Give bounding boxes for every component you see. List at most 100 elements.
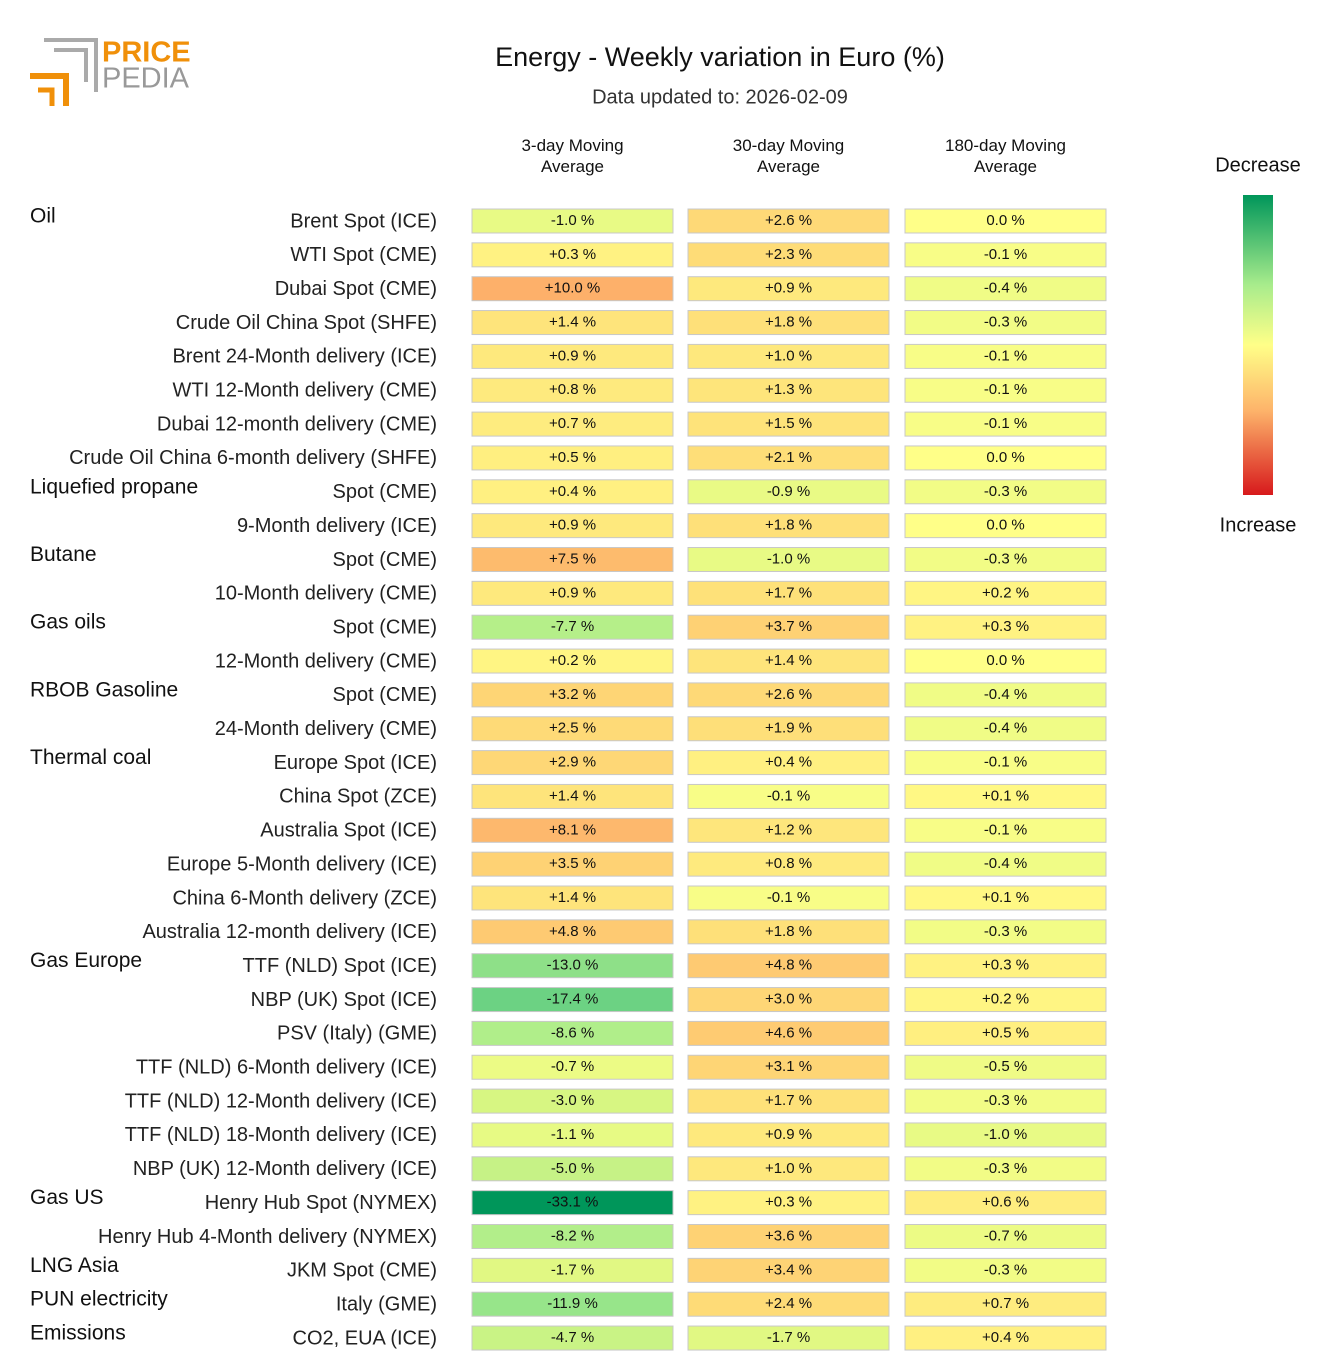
heat-cell (687, 343, 890, 369)
cell-label: -8.2 % (551, 1227, 594, 1244)
chart-subtitle: Data updated to: 2026-02-09 (592, 86, 848, 108)
heat-cell (471, 242, 674, 268)
heat-cell (471, 817, 674, 843)
row-label: NBP (UK) Spot (ICE) (251, 989, 437, 1011)
heat-cell (471, 1054, 674, 1080)
heat-cell (904, 987, 1107, 1013)
cell-label: +1.4 % (549, 314, 596, 331)
heat-cell (904, 919, 1107, 945)
cell-label: +1.8 % (765, 314, 812, 331)
row-label: China 6-Month delivery (ZCE) (172, 887, 437, 909)
cell-label: +0.4 % (982, 1329, 1029, 1346)
cell-label: -0.4 % (984, 855, 1027, 872)
heat-cell (904, 310, 1107, 336)
cell-label: +10.0 % (545, 280, 600, 297)
row-label: 24-Month delivery (CME) (215, 718, 437, 740)
heat-cell (687, 513, 890, 539)
cell-label: +0.5 % (982, 1024, 1029, 1041)
cell-label: -11.9 % (547, 1295, 598, 1312)
heat-cell (471, 783, 674, 809)
row-label: TTF (NLD) 6-Month delivery (ICE) (136, 1057, 437, 1079)
heat-cell (687, 547, 890, 572)
cell-label: -4.7 % (551, 1329, 594, 1346)
cell-label: 0.0 % (986, 449, 1024, 466)
cell-label: +1.2 % (765, 821, 812, 838)
cell-label: +0.9 % (765, 1126, 812, 1143)
row-label: Brent Spot (ICE) (290, 210, 437, 232)
row-label: Spot (CME) (333, 549, 437, 571)
heat-cell (904, 1257, 1107, 1283)
row-label: Henry Hub 4-Month delivery (NYMEX) (98, 1226, 437, 1248)
cell-label: +1.7 % (765, 1092, 812, 1109)
cell-label: +0.3 % (549, 246, 596, 263)
row-label: WTI 12-Month delivery (CME) (173, 380, 438, 402)
cell-label: +0.2 % (982, 991, 1029, 1008)
cell-label: +0.1 % (982, 787, 1029, 804)
heat-cell (471, 953, 674, 979)
row-label: Australia Spot (ICE) (260, 820, 437, 842)
cell-label: +0.9 % (549, 347, 596, 364)
heat-cell (904, 817, 1107, 843)
heat-cell (687, 851, 890, 877)
cell-label: +1.3 % (765, 381, 812, 398)
row-label: Crude Oil China Spot (SHFE) (176, 312, 437, 334)
heat-cell (687, 377, 890, 403)
heat-cell (687, 445, 890, 471)
heat-cell (471, 343, 674, 369)
cell-label: +1.8 % (765, 923, 812, 940)
heat-cell (471, 885, 674, 911)
cell-label: -0.1 % (984, 246, 1027, 263)
heat-cell (904, 851, 1107, 877)
heat-cell (904, 411, 1107, 437)
group-label: Oil (30, 205, 56, 228)
group-label: Liquefied propane (30, 475, 198, 498)
cell-label: -33.1 % (547, 1194, 599, 1211)
row-label: Brent 24-Month delivery (ICE) (172, 346, 437, 368)
heat-cell (471, 614, 674, 640)
row-label: TTF (NLD) Spot (ICE) (243, 955, 437, 977)
colorbar-label: Increase (1220, 514, 1297, 536)
cell-label: +3.0 % (765, 991, 812, 1008)
cell-label: -13.0 % (547, 957, 599, 974)
cell-label: +0.3 % (982, 957, 1029, 974)
heat-cell (471, 1257, 674, 1283)
heat-cell (471, 580, 674, 606)
group-label: Emissions (30, 1322, 126, 1345)
group-label: LNG Asia (30, 1254, 119, 1277)
heat-cell (471, 1088, 674, 1114)
heat-cell (471, 1291, 674, 1317)
row-label: Spot (CME) (333, 616, 437, 638)
group-label: Butane (30, 543, 97, 566)
column-header: 180-day Moving Average (945, 136, 1066, 176)
cell-label: -3.0 % (551, 1092, 594, 1109)
heat-cell (904, 682, 1107, 708)
heat-cell (904, 783, 1107, 809)
heat-cell (904, 1088, 1107, 1114)
logo-text: PRICE (102, 37, 191, 69)
cell-label: -1.0 % (767, 550, 810, 567)
cell-label: -0.4 % (984, 280, 1027, 297)
heat-cell (471, 445, 674, 471)
cell-label: -17.4 % (547, 991, 599, 1008)
heat-cell (687, 1291, 890, 1317)
cell-label: +0.3 % (982, 618, 1029, 635)
cell-label: +0.8 % (549, 381, 596, 398)
heat-cell (687, 1224, 890, 1249)
cell-label: +0.4 % (549, 483, 596, 500)
heat-cell (904, 1224, 1107, 1249)
heat-cell (904, 1020, 1107, 1046)
row-label: Dubai 12-month delivery (CME) (157, 413, 437, 435)
row-label: Spot (CME) (333, 481, 437, 503)
heat-cell (904, 648, 1107, 674)
cell-label: +2.1 % (765, 449, 812, 466)
cell-label: -0.7 % (984, 1227, 1027, 1244)
heat-cell (904, 242, 1107, 268)
cell-label: -0.1 % (767, 787, 810, 804)
cell-label: +8.1 % (549, 821, 596, 838)
cell-label: -0.3 % (984, 1160, 1027, 1177)
heat-cell (904, 750, 1107, 776)
cell-label: +0.3 % (765, 1194, 812, 1211)
cell-label: +0.8 % (765, 855, 812, 872)
cell-label: -0.1 % (984, 821, 1027, 838)
